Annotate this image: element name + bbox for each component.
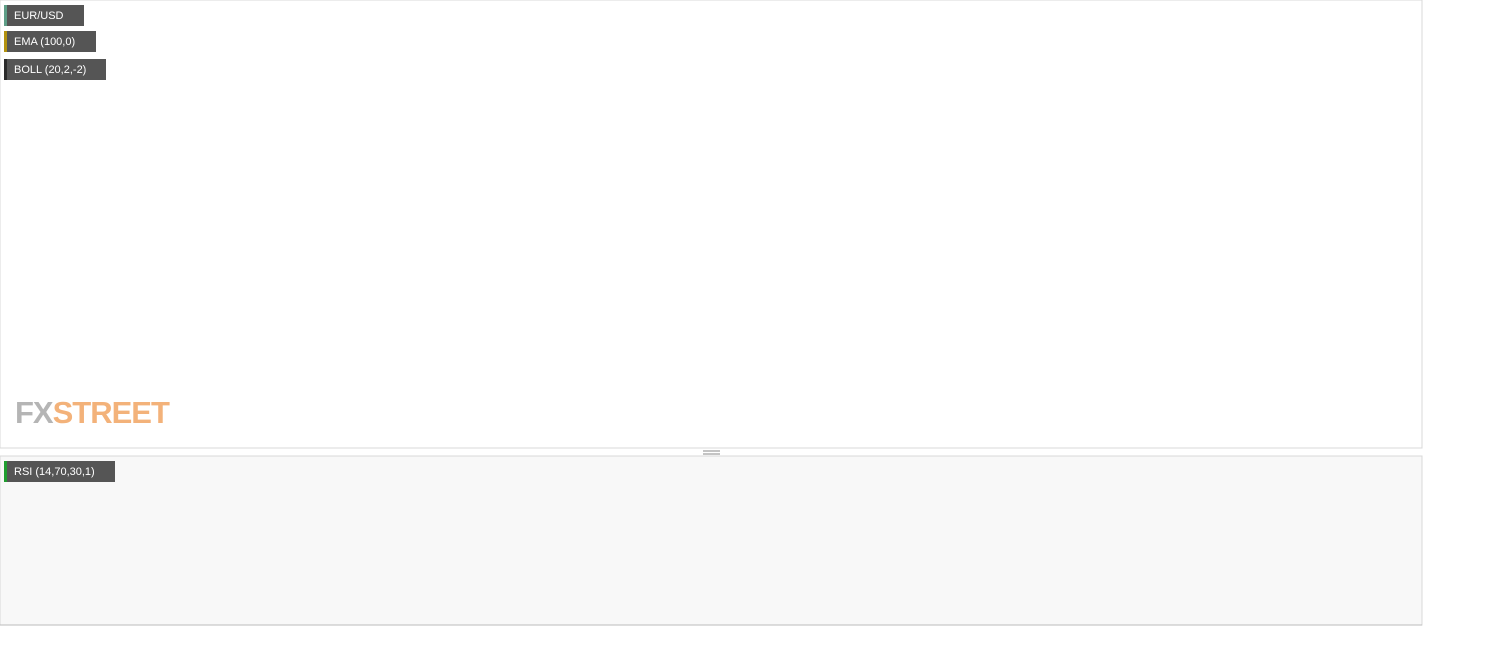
price-pane [0, 0, 1423, 449]
legend-swatch [4, 5, 7, 26]
legend-box [4, 31, 96, 52]
legend-swatch [4, 461, 7, 482]
rsi-pane [0, 455, 1423, 626]
legend-box [4, 461, 115, 482]
legend-ema: EMA (100,0) [14, 36, 75, 48]
legend-box [4, 5, 84, 26]
watermark-fx: FX [15, 395, 54, 430]
watermark-street: STREET [53, 395, 170, 430]
legend-box [4, 59, 106, 80]
backgrounds [0, 0, 1423, 626]
legend: EUR/USD EMA (100,0) BOLL (20,2,-2) RSI (… [4, 5, 115, 482]
legend-symbol: EUR/USD [14, 10, 64, 22]
legend-swatch [4, 59, 7, 80]
legend-boll: BOLL (20,2,-2) [14, 64, 86, 76]
legend-swatch [4, 31, 7, 52]
watermark: FXSTREET [15, 395, 170, 430]
legend-rsi: RSI (14,70,30,1) [14, 466, 95, 478]
